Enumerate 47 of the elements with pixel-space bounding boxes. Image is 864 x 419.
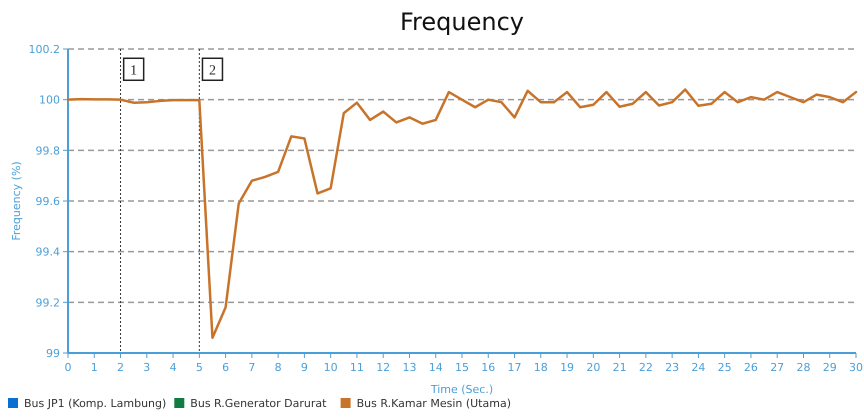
annotation: 1 <box>130 63 138 78</box>
x-tick-label: 6 <box>222 361 230 374</box>
x-tick-label: 29 <box>822 361 837 374</box>
x-tick-label: 11 <box>350 361 364 374</box>
x-tick-label: 4 <box>170 361 177 374</box>
legend-label: Bus JP1 (Komp. Lambung) <box>24 397 166 410</box>
y-tick-label: 99.2 <box>36 296 60 310</box>
x-tick-label: 19 <box>560 361 574 374</box>
y-tick-label: 100 <box>39 94 60 107</box>
x-tick-label: 2 <box>117 361 124 374</box>
x-tick-label: 14 <box>428 361 443 374</box>
y-tick-label: 100.2 <box>28 43 60 56</box>
x-tick-label: 10 <box>324 361 338 374</box>
x-tick-label: 30 <box>849 361 863 374</box>
x-tick-label: 8 <box>274 361 282 374</box>
x-tick-label: 9 <box>300 361 308 374</box>
y-tick-label: 99.6 <box>36 195 60 208</box>
x-tick-label: 16 <box>481 361 496 374</box>
x-tick-label: 5 <box>196 361 203 374</box>
y-tick-label: 99 <box>46 347 60 360</box>
annotation: 2 <box>208 63 216 78</box>
legend-label: Bus R.Kamar Mesin (Utama) <box>356 397 511 410</box>
x-tick-label: 28 <box>796 361 810 374</box>
x-tick-label: 0 <box>64 361 72 374</box>
x-tick-label: 15 <box>455 361 469 374</box>
x-tick-label: 3 <box>143 361 150 374</box>
x-tick-label: 17 <box>508 361 522 374</box>
x-tick-label: 12 <box>376 361 390 374</box>
y-axis-title: Frequency (%) <box>10 161 23 241</box>
x-tick-label: 7 <box>248 361 256 374</box>
x-tick-label: 18 <box>534 361 548 374</box>
x-tick-label: 1 <box>90 361 98 374</box>
chart-title: Frequency <box>400 8 524 36</box>
x-tick-label: 21 <box>612 361 627 374</box>
x-axis-title: Time (Sec.) <box>430 383 494 396</box>
line-series <box>66 88 858 340</box>
x-tick-label: 27 <box>770 361 784 374</box>
x-tick-label: 23 <box>665 361 680 374</box>
x-tick-label: 24 <box>691 361 706 374</box>
x-tick-label: 22 <box>638 361 653 374</box>
x-tick-label: 20 <box>586 361 600 374</box>
x-tick-label: 26 <box>744 361 758 374</box>
y-tick-label: 99.8 <box>36 144 60 158</box>
x-tick-label: 13 <box>402 361 416 374</box>
y-tick-label: 99.4 <box>36 246 60 259</box>
x-tick-label: 25 <box>718 361 732 374</box>
legend-label: Bus R.Generator Darurat <box>190 397 328 410</box>
